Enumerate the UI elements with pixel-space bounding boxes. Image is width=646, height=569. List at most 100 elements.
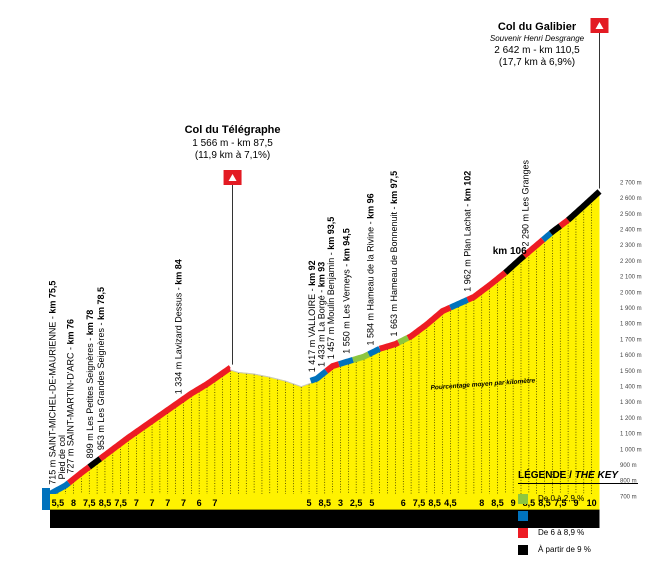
waypoint-km: km 78 (85, 310, 95, 336)
km-gradient-label: 8,5 (428, 498, 441, 508)
waypoint-label: 1 550 m Les Verneys - km 94,5 (342, 228, 352, 354)
km-number: 32 (539, 515, 551, 526)
waypoint-text: 1 584 m Hameau de la Rivine - (365, 219, 375, 346)
gradient-segment-blue (367, 346, 382, 357)
y-tick-label: 1 500 m (620, 369, 642, 375)
km-number: 18 (319, 515, 331, 526)
km-gradient-label: 7 (181, 498, 186, 508)
gradient-segment-red (466, 270, 508, 303)
waypoint-text: 1 962 m Plan Lachat - (463, 201, 473, 292)
km-number: 15 (272, 515, 284, 526)
waypoint-km: km 75,5 (47, 281, 57, 314)
gradient-segment-green (352, 351, 371, 363)
km-gradient-label: 3 (338, 498, 343, 508)
gradient-segment-green (397, 335, 410, 346)
legend-item-black: À partir de 9 % (518, 541, 638, 558)
y-tick-label: 900 m (620, 463, 637, 469)
km-gradient-label: 7,5 (83, 498, 96, 508)
gradient-segment-black (566, 189, 602, 223)
km-gradient-label: 9 (511, 498, 516, 508)
km-gradient-label: 10 (587, 498, 597, 508)
km-gradient-label: 6 (197, 498, 202, 508)
mountain-icon (228, 174, 237, 181)
km-number: 7 (149, 515, 155, 526)
km-gradient-label: 7 (134, 498, 139, 508)
waypoint-label: 715 m SAINT-MICHEL-DE-MAURIENNE - km 75,… (47, 281, 57, 485)
waypoint-km: km 92 (307, 260, 317, 286)
gradient-segment-blue (541, 230, 553, 243)
y-tick-label: 2 200 m (620, 259, 642, 265)
km-number: 16 (288, 515, 300, 526)
gradient-segment-red (98, 365, 233, 462)
start-cap (42, 488, 50, 510)
waypoint-text: 2 290 m Les Granges (521, 159, 531, 246)
km-number: 2 (71, 515, 77, 526)
profile-gradient-line-layer (48, 189, 602, 497)
waypoint-km: km 94,5 (342, 228, 352, 261)
profile-area (50, 191, 600, 494)
waypoint-text: 1 417 m VALLOIRE - (307, 286, 317, 372)
km-gradient-label: 7,5 (554, 498, 567, 508)
waypoint-label: 1 584 m Hameau de la Rivine - km 96 (365, 193, 375, 345)
waypoint-text: 1 457 m Moulin Benjamin - (326, 250, 336, 360)
waypoint-text: 953 m Les Grandes Seignères - (96, 320, 106, 450)
km-gradient-label: 5,5 (52, 498, 65, 508)
km-number: 25 (429, 515, 441, 526)
y-tick-label: 2 400 m (620, 227, 642, 233)
waypoint-label: 1 663 m Hameau de Bonnenuit - km 97,5 (389, 171, 399, 337)
y-tick-label: 2 300 m (620, 243, 642, 249)
km-gradient-label: 7,5 (114, 498, 127, 508)
waypoint-text: 899 m Les Petites Seignères - (85, 335, 95, 458)
km-gradient-label: 8,5 (99, 498, 112, 508)
km-strip (50, 510, 600, 528)
waypoint-label: 953 m Les Grandes Seignères - km 78,5 (96, 287, 106, 450)
km-number: 30 (508, 515, 520, 526)
legend-swatch-black (518, 544, 528, 555)
km-number: 12 (225, 515, 237, 526)
km-number: 11 (210, 515, 221, 526)
legend-item-green: De 0 à 2,9 % (518, 490, 638, 507)
descent-edge (230, 369, 311, 388)
km-number: 14 (256, 515, 268, 526)
km-gradient-label: 8,5 (523, 498, 536, 508)
gradient-segment-blue (338, 357, 354, 368)
km-gradient-label: 8,5 (538, 498, 551, 508)
y-tick-label: 1 700 m (620, 337, 642, 343)
km-gradient-label: 8 (479, 498, 484, 508)
km-gradient-label: 4,5 (444, 498, 457, 508)
summit-grade: (11,9 km à 7,1%) (195, 150, 270, 161)
y-axis-layer: 700 m 800 m 900 m 1 000 m 1 100 m 1 200 m 1 30… (620, 180, 642, 500)
y-tick-label: 1 100 m (620, 432, 642, 438)
legend-item-red: De 6 à 8,9 % (518, 524, 638, 541)
gradient-segment-red (558, 217, 570, 229)
km-number: 35 (586, 515, 598, 526)
y-tick-label: 700 m (620, 494, 637, 500)
km-number: 21 (366, 515, 378, 526)
km-gradient-label: 5 (307, 498, 312, 508)
gradient-segment-white (229, 365, 312, 387)
summit-details: 2 642 m - km 110,5 (494, 45, 580, 56)
km-106-annotation: km 106 (493, 246, 527, 257)
waypoint-text: 727 m SAINT-MARTIN-D'ARC - (65, 345, 75, 474)
waypoint-label: Pied de col (57, 435, 67, 480)
y-tick-label: 1 300 m (620, 400, 642, 406)
waypoint-text: Pied de col (57, 435, 67, 480)
y-tick-label: 1 600 m (620, 353, 642, 359)
km-gradient-label: 7 (165, 498, 170, 508)
km-number: 27 (460, 515, 472, 526)
summit-grade: (17,7 km à 6,9%) (499, 57, 575, 68)
km-number: 22 (382, 515, 394, 526)
gradient-segment-red (378, 339, 400, 352)
waypoint-label: 727 m SAINT-MARTIN-D'ARC - km 76 (65, 319, 75, 474)
km-gradient-label: 8,5 (491, 498, 504, 508)
waypoint-km: km 78,5 (96, 287, 106, 320)
waypoint-label: 899 m Les Petites Seignères - km 78 (85, 310, 95, 459)
waypoint-label: 1 334 m Lavizard Dessus - km 84 (174, 259, 184, 394)
gradient-segment-red (522, 237, 545, 259)
waypoint-label: 1 417 m VALLOIRE - km 92 (307, 260, 317, 372)
waypoint-km: km 96 (365, 193, 375, 219)
gradient-strip (50, 494, 600, 510)
gradient-segment-red (66, 464, 92, 486)
waypoint-label: 1 457 m Moulin Benjamin - km 93,5 (326, 217, 336, 360)
gradient-segment-black (548, 223, 563, 236)
